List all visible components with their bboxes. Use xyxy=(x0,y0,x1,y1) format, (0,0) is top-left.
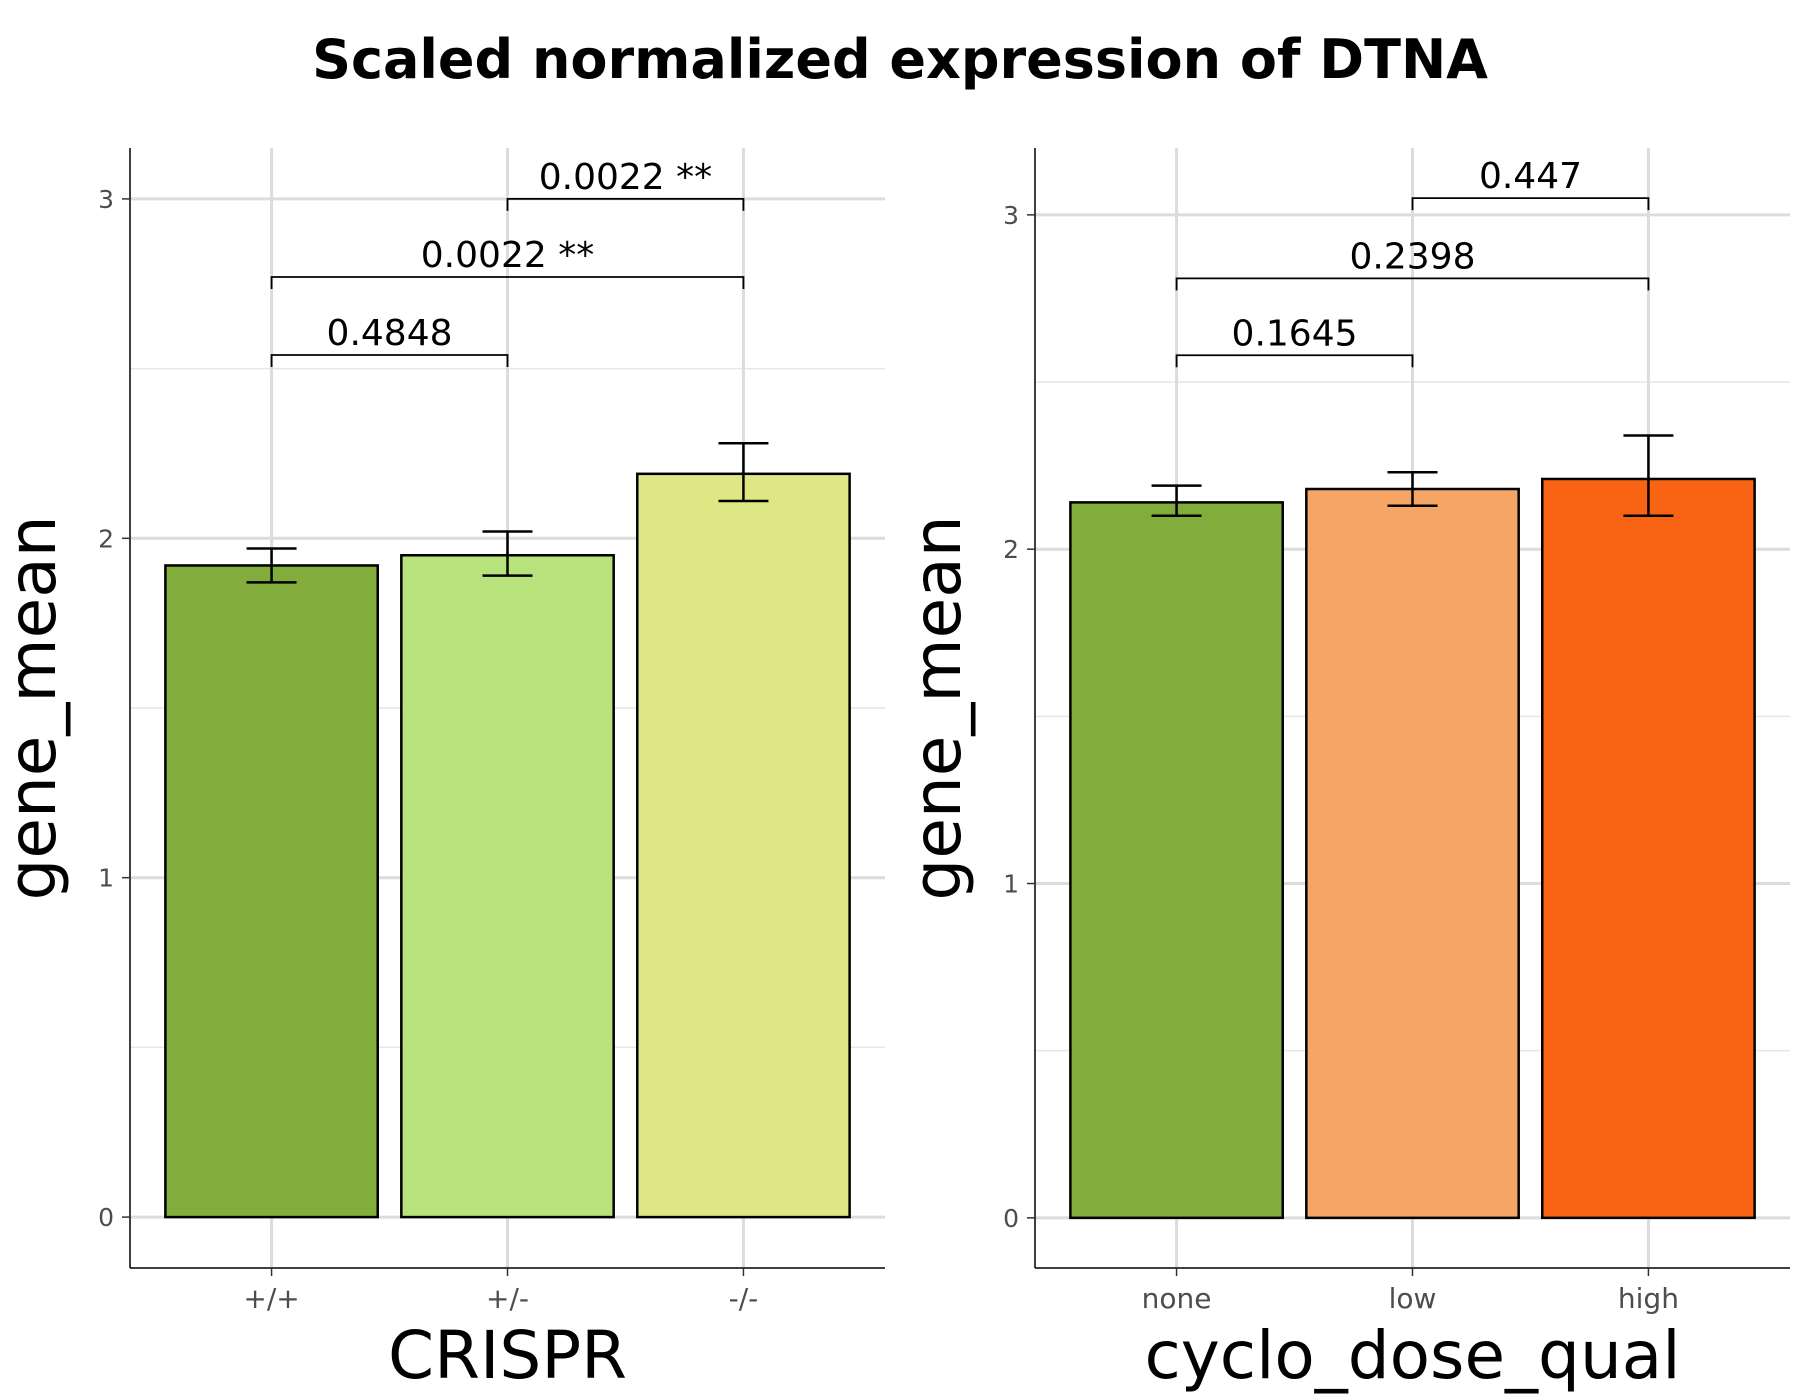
x-axis-title: cyclo_dose_qual xyxy=(1144,1317,1680,1394)
bar xyxy=(636,472,851,1219)
x-tick-label: +/+ xyxy=(243,1282,299,1315)
comparison-bracket xyxy=(506,198,745,211)
bar xyxy=(1069,501,1284,1220)
x-tick-label: +/- xyxy=(486,1282,529,1315)
y-tick-label: 0 xyxy=(98,1203,114,1232)
chart-title: Scaled normalized expression of DTNA xyxy=(312,28,1488,91)
comparison-label: 0.1645 xyxy=(1232,313,1358,354)
x-tick-label: low xyxy=(1389,1282,1437,1315)
bar xyxy=(400,554,615,1219)
y-tick-label: 0 xyxy=(1003,1204,1019,1233)
bar xyxy=(1305,487,1520,1220)
y-tick-label: 1 xyxy=(1003,870,1019,899)
comparison-bracket xyxy=(270,354,509,368)
comparison-label: 0.0022 ** xyxy=(539,157,712,198)
comparison-bracket xyxy=(1175,277,1650,291)
comparison-label: 0.2398 xyxy=(1350,236,1476,277)
y-axis-title: gene_mean xyxy=(899,515,976,900)
comparison-bracket xyxy=(1175,354,1414,368)
x-axis-title: CRISPR xyxy=(388,1317,627,1394)
y-tick-label: 3 xyxy=(98,185,114,214)
comparison-label: 0.4848 xyxy=(327,313,453,354)
comparison-bracket xyxy=(270,276,745,289)
y-tick-label: 2 xyxy=(98,524,114,553)
y-tick-label: 1 xyxy=(98,864,114,893)
x-tick-label: none xyxy=(1142,1282,1212,1315)
y-tick-label: 2 xyxy=(1003,535,1019,564)
comparison-bracket xyxy=(1411,197,1650,211)
bar xyxy=(164,564,379,1219)
bar xyxy=(1541,477,1756,1220)
comparison-label: 0.0022 ** xyxy=(421,235,594,276)
comparison-label: 0.447 xyxy=(1479,156,1582,197)
y-axis-title: gene_mean xyxy=(0,515,71,900)
x-tick-label: high xyxy=(1618,1282,1679,1315)
x-tick-label: -/- xyxy=(729,1282,759,1315)
y-tick-label: 3 xyxy=(1003,201,1019,230)
